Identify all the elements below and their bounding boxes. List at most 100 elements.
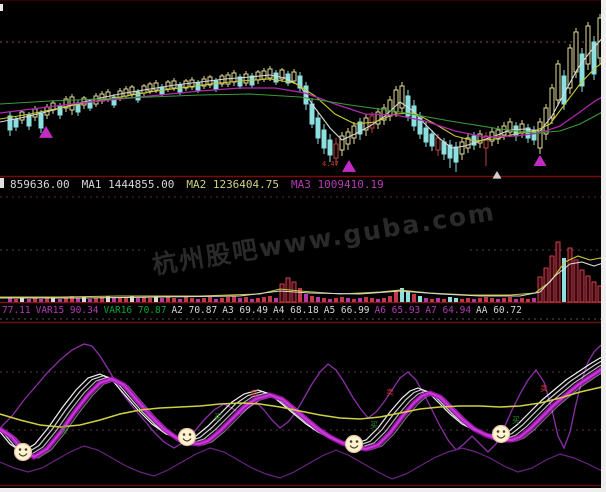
volume-bar (70, 296, 74, 302)
volume-bar (136, 298, 140, 302)
volume-bar (346, 298, 350, 302)
volume-bar (448, 297, 452, 302)
candle-body (273, 72, 279, 83)
volume-bar (352, 299, 356, 302)
volume-bar (118, 297, 122, 302)
volume-bar (178, 299, 182, 302)
buy-annotation: 买 (214, 413, 222, 422)
volume-bar (27, 299, 31, 302)
candle-body (549, 87, 555, 119)
volume-bar (370, 298, 374, 302)
edge-mark (0, 4, 3, 11)
candle-body (435, 137, 441, 151)
volume-bar (478, 298, 482, 302)
volume-bar (130, 296, 134, 302)
candle-body (13, 118, 19, 128)
candle-body (387, 99, 393, 117)
candle-body (315, 117, 321, 139)
volume-bar (88, 299, 92, 302)
candle-body (93, 95, 99, 105)
volume-bar (304, 294, 308, 302)
sell-annotation: 卖 (386, 388, 394, 397)
volume-bar (262, 297, 266, 302)
candle-body (429, 133, 435, 147)
smiley-marker-icon (177, 427, 197, 447)
volume-bar (45, 297, 49, 302)
candle-body (453, 146, 459, 163)
candle-body (465, 137, 471, 149)
smiley-marker-icon (13, 442, 33, 462)
volume-bar (202, 298, 206, 302)
candle-body (111, 96, 117, 106)
candle-body (309, 103, 315, 125)
volume-bar (597, 285, 601, 303)
candlesticks: 4.47 (0, 14, 601, 179)
volume-bar (424, 298, 428, 302)
volume-bar (20, 297, 24, 302)
volume-bar (376, 299, 380, 302)
volume-bar (358, 298, 362, 302)
volume-bar (64, 297, 68, 302)
buy-signal-triangle-icon (342, 160, 356, 172)
candle-body (441, 141, 447, 155)
volume-bar (484, 297, 488, 302)
candle-body (213, 80, 219, 90)
candle-body (393, 89, 399, 113)
candle-body (363, 117, 369, 131)
volume-bar (190, 298, 194, 302)
candle-body (291, 71, 297, 82)
volume-bar (268, 296, 272, 302)
volume-bar (250, 299, 254, 302)
candle-body (135, 91, 141, 101)
volume-bar (172, 298, 176, 302)
candle-body (63, 98, 69, 109)
candle-body (399, 85, 405, 109)
ma-yellow (0, 62, 601, 142)
volume-bar (244, 297, 248, 302)
candle-body (567, 47, 573, 89)
candle-body (447, 144, 453, 159)
vol-ma-yellow (0, 255, 601, 298)
volume-bar (106, 296, 110, 302)
volume-bar (238, 298, 242, 302)
volume-bar (466, 298, 470, 302)
smiley-marker-icon (491, 424, 511, 444)
volume-bar (412, 294, 416, 302)
candle-body (279, 69, 285, 80)
candle-body (561, 75, 567, 105)
volume-bar (388, 296, 392, 302)
volume-bar (334, 298, 338, 302)
candle-body (477, 133, 483, 144)
indicator-value: VAR15 90.34 (35, 305, 99, 316)
volume-bar (39, 299, 43, 302)
band-magenta (0, 366, 601, 460)
sell-annotation: 卖 (250, 389, 258, 398)
candle-body (555, 63, 561, 101)
volume-bar (33, 298, 37, 302)
envelope-lower (0, 445, 601, 480)
candle-body (7, 115, 13, 131)
volume-bar (8, 298, 12, 302)
candle-body (483, 135, 489, 149)
candle-body (375, 111, 381, 125)
volume-bar (472, 299, 476, 302)
volume-bar (514, 299, 518, 302)
candle-body (573, 31, 579, 73)
volume-bar (256, 298, 260, 302)
indicator-value: AA 60.72 (476, 305, 522, 316)
candle-body (537, 121, 543, 149)
candle-body (333, 143, 339, 159)
volume-bar (322, 298, 326, 302)
vol-ma-white (0, 261, 601, 299)
volume-bar (214, 299, 218, 302)
volume-bar (496, 299, 500, 302)
buy-signal-triangle-icon (492, 171, 502, 179)
volume-bar (279, 283, 285, 303)
indicator-values-header: 77.11 VAR15 90.34 VAR16 70.87 A2 70.87 A3 69… (2, 305, 522, 316)
volume-bar (328, 299, 332, 302)
candle-body (26, 114, 32, 127)
volume-bar (226, 297, 230, 302)
